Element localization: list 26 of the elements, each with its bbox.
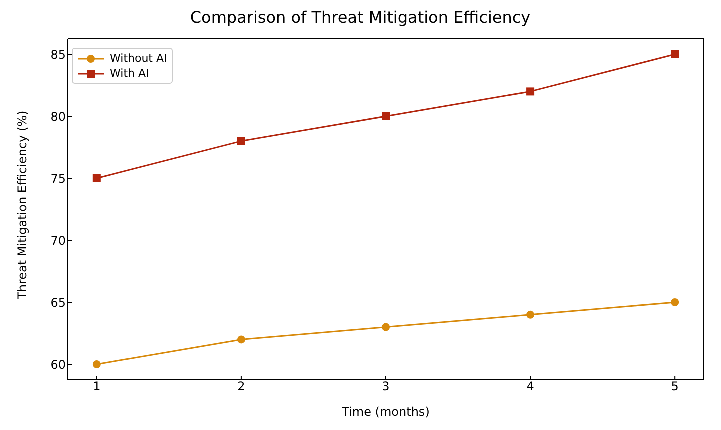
point (237, 336, 246, 344)
point (526, 310, 535, 319)
x-axis-title: Time (months) (341, 405, 430, 419)
legend-label: With AI (110, 66, 150, 81)
y-tick-label: 60 (50, 358, 66, 372)
point (92, 360, 101, 368)
y-tick-label: 70 (50, 234, 66, 248)
x-tick-label: 4 (526, 380, 534, 394)
y-tick-label: 80 (50, 110, 66, 124)
y-axis-title: Threat Mitigation Efficiency (%) (15, 110, 30, 300)
chart-title: Comparison of Threat Mitigation Efficiency (189, 8, 532, 29)
y-tick-label: 85 (50, 48, 66, 62)
point (671, 298, 680, 306)
x-tick-label: 3 (382, 380, 390, 394)
y-tick-label: 65 (50, 296, 66, 310)
point (382, 112, 390, 120)
x-tick-label: 5 (671, 380, 679, 394)
point (526, 88, 535, 96)
y-tick-label: 75 (50, 172, 66, 186)
x-tick-label: 1 (93, 380, 101, 394)
legend-label: Without AI (110, 51, 168, 66)
point (92, 174, 101, 182)
point (382, 323, 390, 332)
point (671, 50, 680, 58)
x-tick-label: 2 (238, 380, 246, 394)
point (237, 137, 246, 146)
